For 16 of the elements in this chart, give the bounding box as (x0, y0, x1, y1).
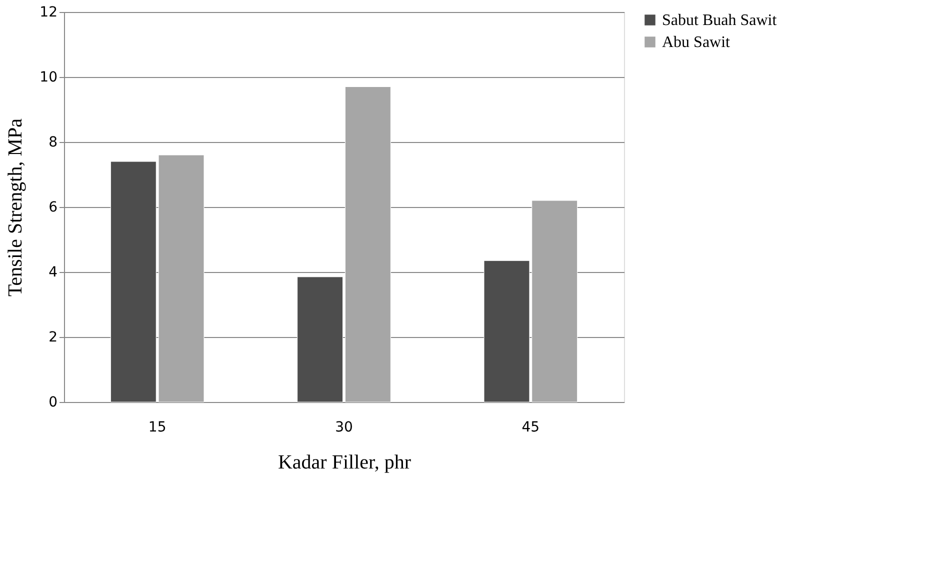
y-axis-title: Tensile Strength, MPa (4, 118, 27, 297)
y-tick-label: 2 (48, 330, 58, 346)
bar (344, 86, 391, 402)
y-tick-label: 4 (48, 264, 58, 280)
x-axis-title: Kadar Filler, phr (278, 452, 412, 474)
y-tick-label: 6 (48, 200, 58, 216)
x-tick-label: 30 (335, 420, 353, 436)
bar (297, 276, 344, 402)
legend-label: Abu Sawit (662, 34, 731, 51)
x-tick-label: 45 (522, 420, 540, 436)
y-tick-label: 8 (48, 134, 58, 150)
y-tick-label: 12 (40, 4, 58, 20)
legend-label: Sabut Buah Sawit (662, 12, 778, 29)
y-tick-label: 0 (48, 394, 58, 410)
y-tick-label: 10 (40, 70, 58, 86)
x-tick-label: 15 (148, 420, 166, 436)
